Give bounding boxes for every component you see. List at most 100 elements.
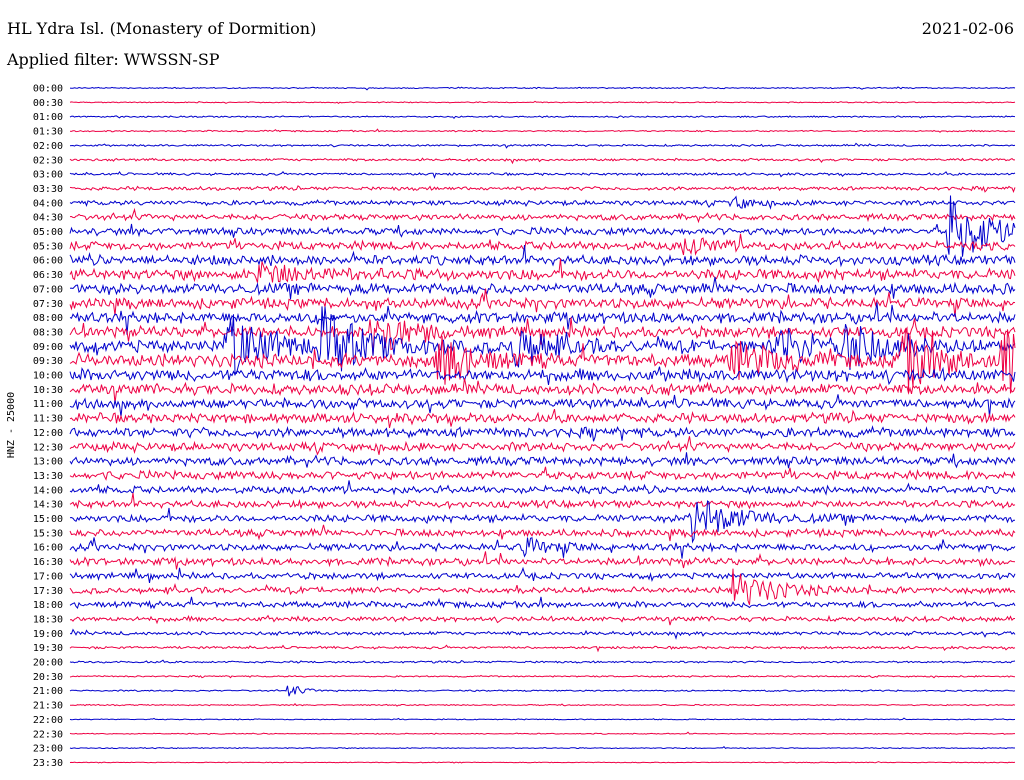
row-tick-label: 07:00 [33, 284, 63, 295]
row-tick-label: 02:30 [33, 155, 63, 166]
trace-line [69, 245, 1016, 268]
date-label: 2021-02-06 [921, 19, 1014, 38]
trace-line [69, 366, 1016, 386]
row-tick-label: 20:00 [33, 658, 63, 669]
trace-line [69, 524, 1016, 542]
row-tick-label: 10:00 [33, 371, 63, 382]
row-tick-label: 18:00 [33, 600, 63, 611]
row-tick-label: 16:30 [33, 557, 63, 568]
trace-line [69, 276, 1016, 300]
trace-line [69, 659, 1016, 664]
row-tick-label: 18:30 [33, 614, 63, 625]
row-tick-label: 14:30 [33, 500, 63, 511]
trace-line [69, 674, 1016, 679]
row-tick-label: 09:00 [33, 342, 63, 353]
trace-line [69, 185, 1016, 193]
row-tick-label: 00:30 [33, 98, 63, 109]
row-tick-label: 00:00 [33, 84, 63, 95]
row-tick-label: 09:30 [33, 356, 63, 367]
row-tick-label: 04:00 [33, 198, 63, 209]
trace-line [69, 394, 1016, 417]
trace-line [69, 207, 1016, 224]
trace-line [69, 128, 1015, 133]
row-tick-label: 22:30 [33, 729, 63, 740]
trace-line [69, 685, 1016, 697]
trace-line [69, 731, 1015, 735]
row-tick-label: 04:30 [33, 213, 63, 224]
row-tick-label: 16:00 [33, 543, 63, 554]
trace-line [69, 703, 1016, 707]
trace-line [69, 408, 1016, 429]
trace-line [69, 566, 1016, 583]
row-tick-label: 23:30 [33, 758, 63, 769]
row-tick-label: 01:30 [33, 127, 63, 138]
trace-line [69, 100, 1016, 105]
row-tick-label: 12:00 [33, 428, 63, 439]
trace-line [69, 326, 1016, 394]
trace-line [69, 452, 1016, 469]
row-tick-label: 11:00 [33, 399, 63, 410]
trace-line [69, 466, 1016, 482]
trace-line [69, 551, 1016, 570]
row-tick-label: 22:00 [33, 715, 63, 726]
row-tick-label: 06:00 [33, 256, 63, 267]
row-tick-label: 10:30 [33, 385, 63, 396]
trace-line [69, 195, 1016, 210]
row-tick-label: 23:00 [33, 744, 63, 755]
row-tick-label: 12:30 [33, 442, 63, 453]
trace-line [69, 644, 1016, 653]
trace-line [69, 596, 1016, 610]
trace-line [69, 628, 1016, 640]
trace-line [69, 425, 1016, 442]
trace-line [69, 537, 1016, 559]
row-tick-label: 21:00 [33, 686, 63, 697]
filter-label: Applied filter: WWSSN-SP [7, 50, 220, 69]
trace-line [69, 492, 1016, 510]
trace-line [69, 288, 1016, 317]
row-tick-label: 15:30 [33, 528, 63, 539]
trace-line [69, 302, 1016, 335]
trace-line [69, 378, 1016, 404]
row-tick-label: 17:00 [33, 571, 63, 582]
trace-line [69, 86, 1016, 91]
row-tick-label: 01:00 [33, 112, 63, 123]
row-tick-label: 07:30 [33, 299, 63, 310]
trace-line [69, 233, 1016, 256]
station-title: HL Ydra Isl. (Monastery of Dormition) [7, 19, 317, 38]
row-tick-label: 08:00 [33, 313, 63, 324]
row-tick-label: 06:30 [33, 270, 63, 281]
trace-line [69, 746, 1015, 750]
trace-line [69, 436, 1016, 456]
trace-group [69, 86, 1016, 764]
trace-line [69, 568, 1016, 605]
trace-line [69, 614, 1016, 626]
trace-line [69, 157, 1015, 165]
row-tick-label: 20:30 [33, 672, 63, 683]
row-tick-label: 21:30 [33, 701, 63, 712]
row-tick-label: 17:30 [33, 586, 63, 597]
row-tick-label: 02:00 [33, 141, 63, 152]
row-tick-label: 05:30 [33, 241, 63, 252]
row-tick-label: 14:00 [33, 485, 63, 496]
row-tick-label: 19:00 [33, 629, 63, 640]
trace-line [69, 258, 1016, 284]
row-tick-label: 11:30 [33, 414, 63, 425]
y-axis-label: HNZ - 25000 [6, 392, 17, 458]
trace-line [69, 142, 1016, 149]
tick-group: 00:00 00:30 01:00 01:30 02:00 02:30 03:00 03:30… [33, 84, 63, 769]
trace-line [69, 500, 1015, 544]
row-tick-label: 15:00 [33, 514, 63, 525]
trace-line [69, 195, 1016, 257]
trace-line [69, 717, 1016, 721]
row-tick-label: 19:30 [33, 643, 63, 654]
trace-line [69, 761, 1016, 764]
trace-line [69, 480, 1016, 496]
row-tick-label: 13:30 [33, 471, 63, 482]
row-tick-label: 03:00 [33, 170, 63, 181]
row-tick-label: 03:30 [33, 184, 63, 195]
trace-line [69, 115, 1016, 120]
row-tick-label: 13:00 [33, 457, 63, 468]
row-tick-label: 05:00 [33, 227, 63, 238]
trace-line [69, 170, 1016, 179]
